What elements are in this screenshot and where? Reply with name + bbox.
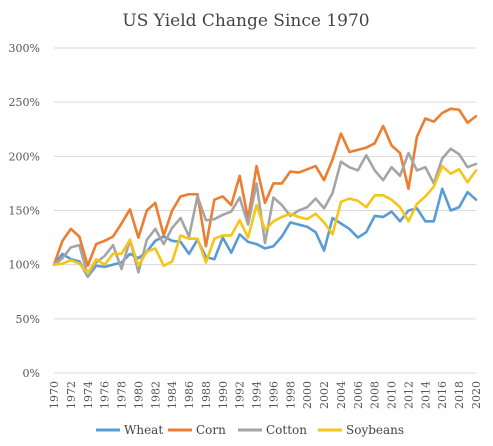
series-line-soybeans bbox=[52, 164, 478, 275]
x-tick-label: 2000 bbox=[301, 381, 314, 409]
x-tick-label: 1976 bbox=[99, 381, 112, 409]
gridlines bbox=[54, 47, 476, 374]
x-tick-label: 2012 bbox=[402, 381, 415, 409]
x-tick-label: 2020 bbox=[470, 381, 483, 409]
x-tick-label: 1978 bbox=[116, 381, 129, 409]
x-tick-label: 1986 bbox=[183, 381, 196, 409]
x-tick-label: 1972 bbox=[65, 381, 78, 409]
y-tick-label: 100% bbox=[9, 259, 40, 272]
x-tick-label: 1996 bbox=[267, 381, 280, 409]
x-tick-label: 1970 bbox=[48, 381, 61, 409]
y-tick-label: 0% bbox=[23, 367, 40, 380]
x-tick-label: 1980 bbox=[132, 381, 145, 409]
x-tick-label: 1992 bbox=[234, 381, 247, 409]
x-tick-label: 2004 bbox=[335, 381, 348, 409]
x-tick-label: 1974 bbox=[82, 381, 95, 409]
legend-label-corn: Corn bbox=[196, 423, 226, 437]
x-tick-label: 1990 bbox=[217, 381, 230, 409]
x-tick-label: 1994 bbox=[251, 381, 264, 409]
x-tick-label: 1998 bbox=[284, 381, 297, 409]
x-tick-label: 2010 bbox=[386, 381, 399, 409]
y-axis-tick-labels: 0% 50% 100% 150% 200% 250% 300% bbox=[9, 42, 40, 380]
x-tick-label: 2014 bbox=[419, 381, 432, 409]
legend: Wheat Corn Cotton Soybeans bbox=[96, 423, 404, 437]
x-tick-label: 2008 bbox=[369, 381, 382, 409]
x-tick-label: 1988 bbox=[200, 381, 213, 409]
series-lines bbox=[52, 107, 478, 278]
legend-label-cotton: Cotton bbox=[266, 423, 307, 437]
y-tick-label: 50% bbox=[16, 313, 40, 326]
x-tick-label: 2006 bbox=[352, 381, 365, 409]
y-tick-label: 200% bbox=[9, 150, 40, 163]
x-tick-label: 2016 bbox=[436, 381, 449, 409]
x-axis-tick-labels: 1970 1972 1974 1976 1978 1980 1982 1984 1986 1988… bbox=[48, 381, 483, 409]
chart-title: US Yield Change Since 1970 bbox=[122, 11, 369, 31]
legend-label-soybeans: Soybeans bbox=[346, 423, 404, 437]
series-line-corn bbox=[52, 107, 478, 268]
x-tick-label: 2002 bbox=[318, 381, 331, 409]
series-line-cotton bbox=[52, 147, 478, 277]
x-tick-label: 2018 bbox=[453, 381, 466, 409]
legend-label-wheat: Wheat bbox=[124, 423, 163, 437]
y-tick-label: 150% bbox=[9, 205, 40, 218]
y-tick-label: 300% bbox=[9, 42, 40, 55]
x-tick-label: 1984 bbox=[166, 381, 179, 409]
x-tick-label: 1982 bbox=[149, 381, 162, 409]
y-tick-label: 250% bbox=[9, 96, 40, 109]
